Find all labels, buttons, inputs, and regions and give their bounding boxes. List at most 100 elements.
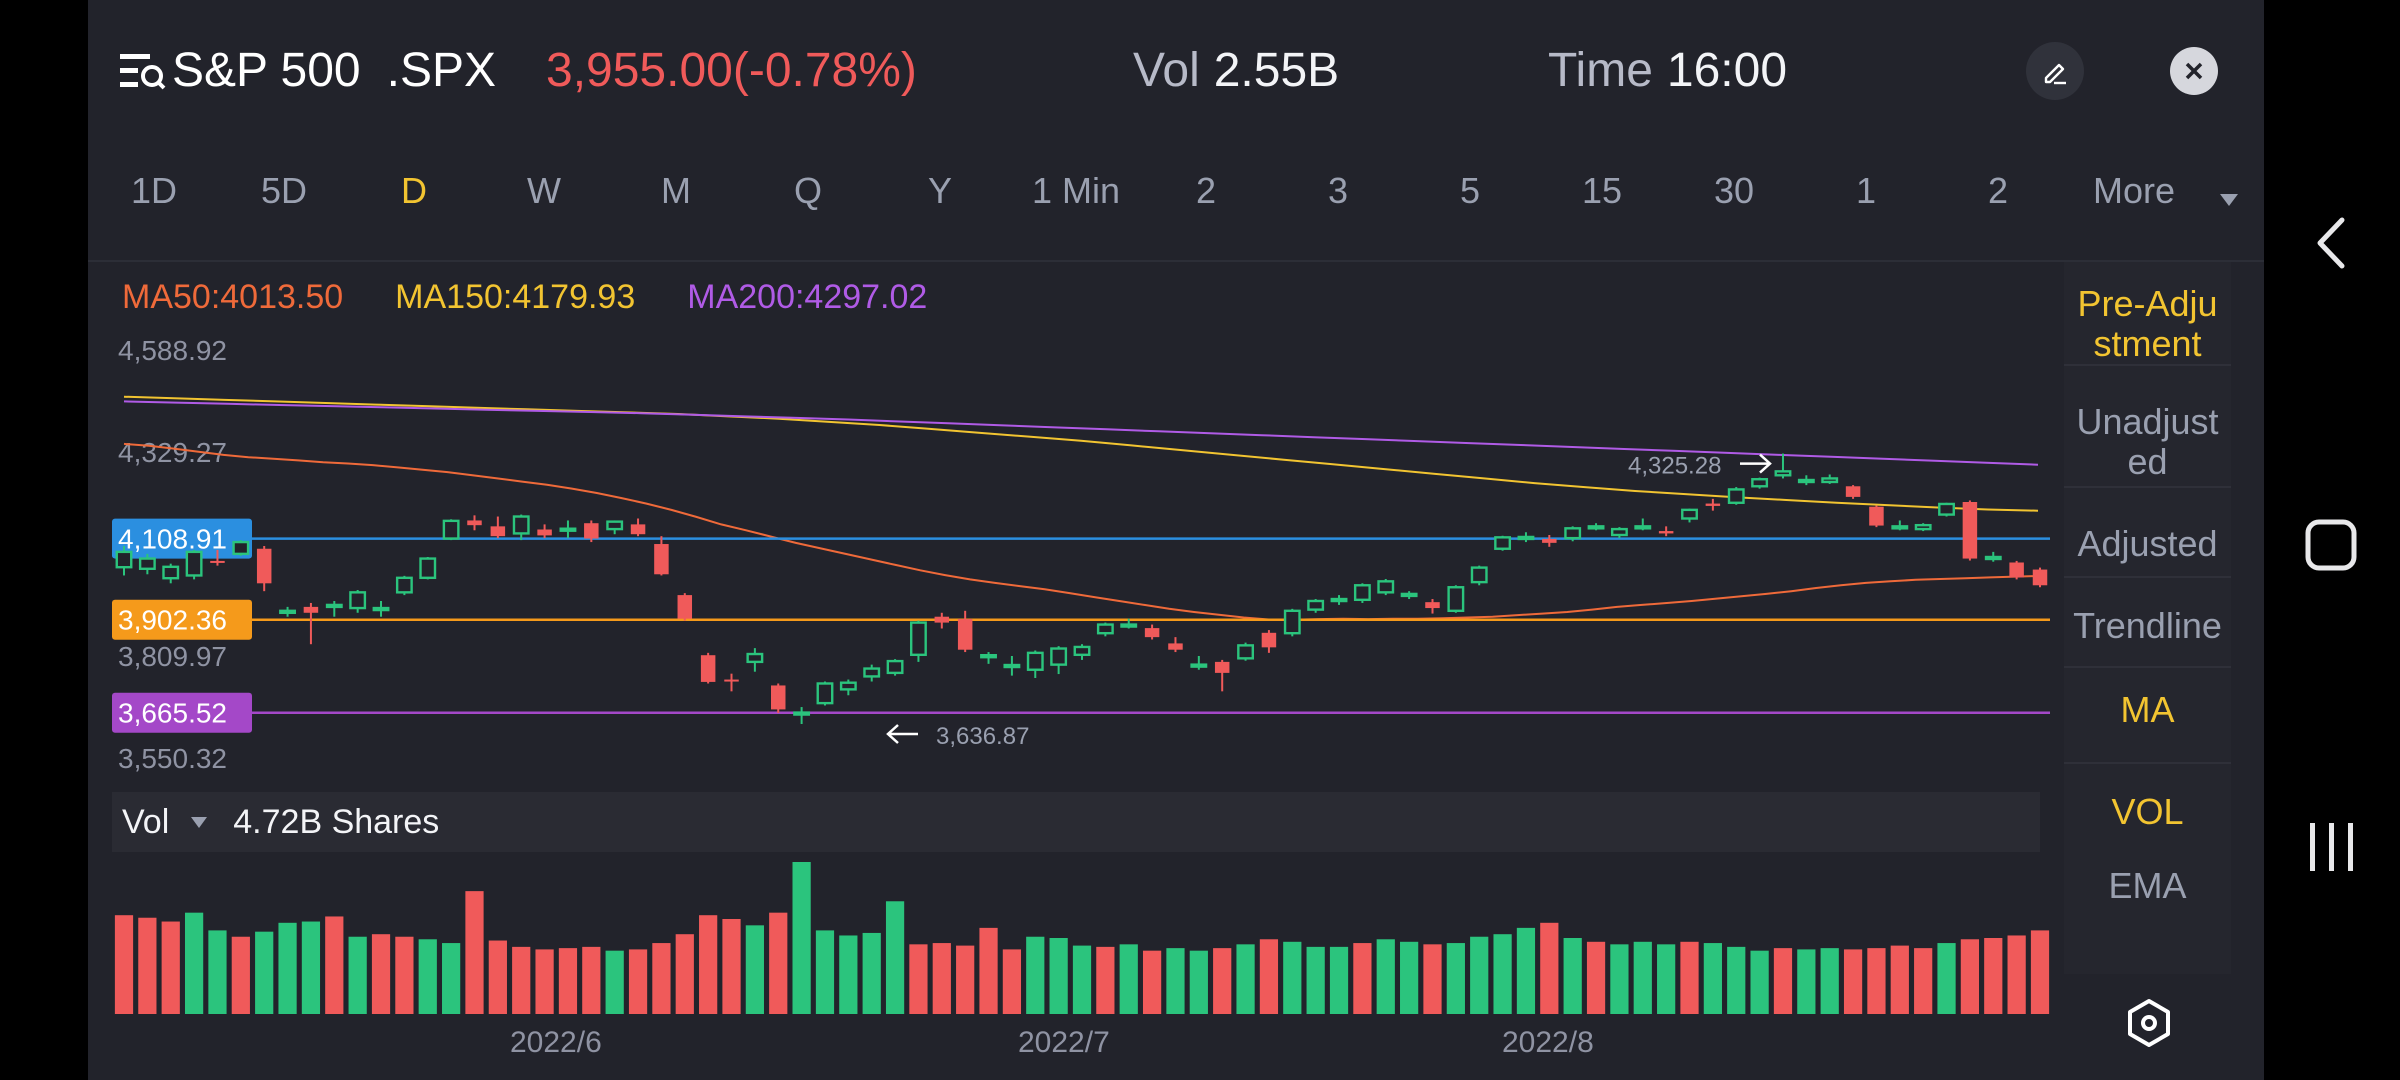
candle-body-up bbox=[1026, 651, 1044, 671]
volume-value: 4.72B Shares bbox=[233, 802, 440, 841]
option-unadjusted[interactable]: Unadjust ed bbox=[2064, 402, 2231, 482]
volume-bar bbox=[1283, 941, 1302, 1014]
tab-1-min-7[interactable]: 1 Min bbox=[1031, 170, 1121, 211]
tab-15-11[interactable]: 15 bbox=[1581, 170, 1623, 211]
tab-q-5[interactable]: Q bbox=[793, 170, 823, 211]
candle-body-down bbox=[654, 544, 669, 575]
stock-name: S&P 500 bbox=[172, 43, 361, 97]
candle-body-up bbox=[1681, 508, 1698, 520]
volume-panel-header[interactable]: Vol 4.72B Shares bbox=[112, 792, 2040, 852]
volume-bar bbox=[1914, 948, 1933, 1014]
price-level-tag bbox=[112, 599, 252, 640]
option-ema[interactable]: EMA bbox=[2064, 866, 2231, 906]
candle-body-up bbox=[395, 576, 413, 594]
tab-d-2[interactable]: D bbox=[401, 170, 427, 211]
volume-bar bbox=[1867, 948, 1886, 1014]
volume-dropdown-caret-icon[interactable] bbox=[191, 816, 208, 828]
candle-body-up bbox=[325, 603, 343, 609]
candle-body-up bbox=[1283, 609, 1301, 635]
volume-bar bbox=[1353, 943, 1372, 1014]
price-chart[interactable]: 4,588.924,329.273,809.973,550.324,108.91… bbox=[88, 262, 2058, 1062]
tab-30-12[interactable]: 30 bbox=[1713, 170, 1755, 211]
home-icon[interactable] bbox=[2304, 518, 2358, 572]
volume-bar bbox=[815, 930, 835, 1014]
volume-bar bbox=[1236, 944, 1255, 1014]
draw-button[interactable] bbox=[2026, 42, 2084, 100]
tab-more-15[interactable]: More bbox=[2092, 170, 2176, 211]
candle-body-up bbox=[185, 550, 203, 577]
candle-body-up bbox=[909, 621, 927, 657]
volume-bar bbox=[1189, 950, 1208, 1014]
candle-body-up bbox=[1237, 644, 1255, 660]
candle-body-up bbox=[1494, 536, 1512, 550]
volume-bar bbox=[161, 921, 180, 1014]
candle-body-up bbox=[1003, 663, 1021, 669]
volume-bar bbox=[1727, 946, 1746, 1014]
ma-legend-item: MA150:4179.93 bbox=[395, 278, 636, 316]
candle-body-up bbox=[793, 711, 811, 716]
volume-label: Vol bbox=[122, 802, 170, 841]
volume-bar bbox=[956, 945, 975, 1014]
volume-bar bbox=[652, 943, 671, 1014]
volume-bar bbox=[722, 919, 741, 1014]
tab-m-4[interactable]: M bbox=[661, 170, 691, 211]
candle-body-down bbox=[467, 520, 482, 526]
candle-body-down bbox=[1869, 506, 1884, 526]
option-pre-adju-stment[interactable]: Pre-Adju stment bbox=[2064, 284, 2231, 364]
option-vol[interactable]: VOL bbox=[2064, 792, 2231, 832]
volume-bar bbox=[1049, 938, 1068, 1014]
volume-bar bbox=[792, 862, 811, 1014]
candle-body-up bbox=[1377, 580, 1395, 594]
recent-apps-icon[interactable] bbox=[2304, 820, 2360, 874]
option-line: MA bbox=[2120, 689, 2175, 730]
volume-bar bbox=[979, 927, 998, 1014]
close-button[interactable] bbox=[2170, 47, 2218, 95]
volume-bar bbox=[1937, 943, 1956, 1014]
candle-body-down bbox=[303, 606, 319, 613]
tab-w-3[interactable]: W bbox=[527, 170, 561, 211]
candle-body-up bbox=[1984, 555, 2002, 561]
tab-1d-0[interactable]: 1D bbox=[130, 170, 178, 211]
tab-1-13[interactable]: 1 bbox=[1855, 170, 1877, 211]
option-adjusted[interactable]: Adjusted bbox=[2064, 524, 2231, 564]
candle-body-down bbox=[1845, 486, 1861, 497]
tab-5d-1[interactable]: 5D bbox=[260, 170, 308, 211]
candle-body-up bbox=[442, 519, 460, 540]
option-ma[interactable]: MA bbox=[2064, 690, 2231, 730]
stock-chart-app: S&P 500 .SPX 3,955.00(-0.78%) Vol 2.55B … bbox=[88, 0, 2264, 1080]
tab-5-10[interactable]: 5 bbox=[1459, 170, 1481, 211]
candle-body-up bbox=[839, 681, 857, 691]
back-icon[interactable] bbox=[2314, 216, 2348, 270]
menu-search-icon[interactable] bbox=[120, 48, 168, 94]
tab-2-14[interactable]: 2 bbox=[1987, 170, 2009, 211]
candle-body-up bbox=[606, 520, 624, 531]
option-trendline[interactable]: Trendline bbox=[2064, 606, 2231, 646]
candle-body-up bbox=[1096, 623, 1114, 635]
volume-bar bbox=[114, 915, 134, 1014]
volume-bar bbox=[1072, 945, 1092, 1014]
volume-bar bbox=[1306, 946, 1325, 1014]
candle-body-up bbox=[1914, 523, 1932, 531]
volume-bar bbox=[1703, 943, 1722, 1014]
candle-body-up bbox=[162, 565, 180, 580]
volume-bar bbox=[862, 932, 881, 1014]
option-line: VOL bbox=[2111, 791, 2184, 832]
volume-bar bbox=[2030, 930, 2050, 1014]
tab-2-8[interactable]: 2 bbox=[1195, 170, 1217, 211]
tab-3-9[interactable]: 3 bbox=[1327, 170, 1349, 211]
ma-line-ma150 bbox=[123, 395, 2039, 512]
volume-bar bbox=[1119, 944, 1138, 1014]
candle-body-up bbox=[1634, 525, 1652, 530]
ma-legend-item: MA200:4297.02 bbox=[687, 278, 928, 316]
tab-y-6[interactable]: Y bbox=[927, 170, 953, 211]
volume-bar bbox=[1750, 950, 1769, 1014]
header-volume: Vol 2.55B bbox=[1133, 38, 1339, 102]
panel-divider bbox=[2064, 364, 2231, 366]
panel-divider bbox=[2064, 762, 2231, 764]
candle-body-down bbox=[2032, 569, 2048, 586]
volume-bar bbox=[1586, 941, 1606, 1014]
volume-bar bbox=[1329, 946, 1349, 1014]
settings-icon[interactable] bbox=[2124, 998, 2174, 1048]
candle-body-up bbox=[1353, 584, 1371, 602]
volume-bar bbox=[582, 946, 601, 1014]
